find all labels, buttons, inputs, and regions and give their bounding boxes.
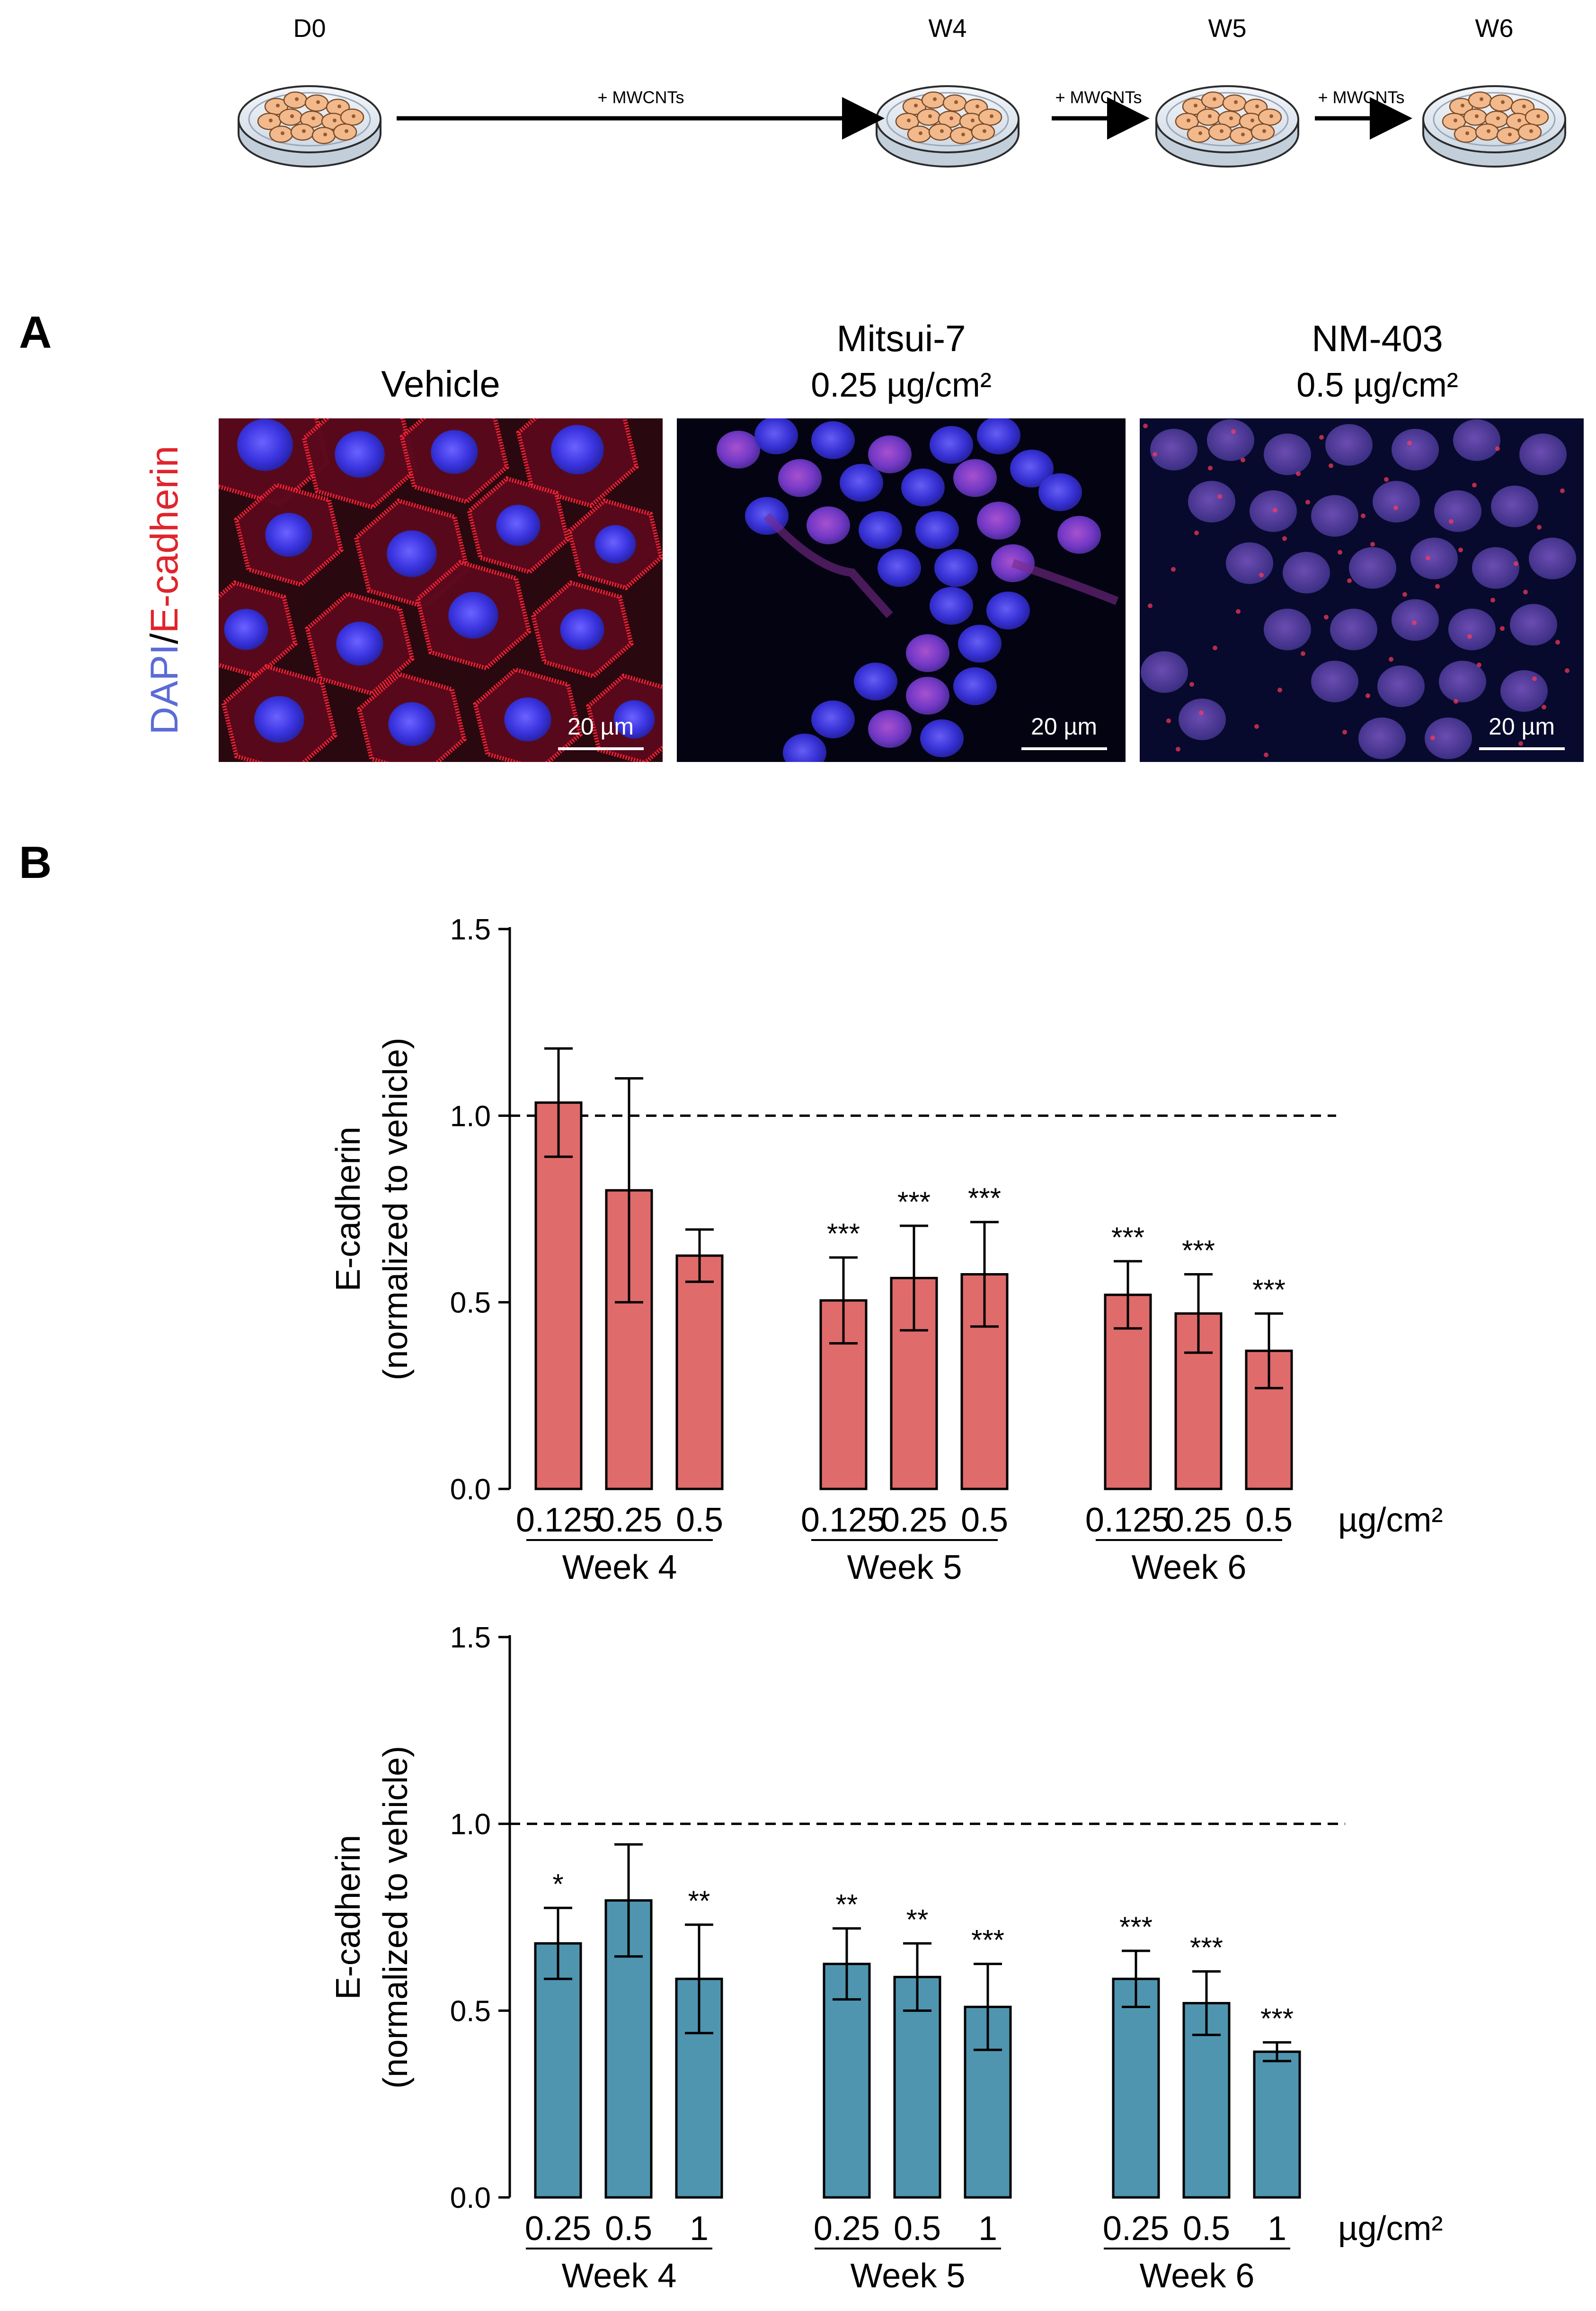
x-tick-label: 0.5	[605, 2210, 652, 2248]
group-label: Week 5	[851, 2257, 966, 2295]
arrow-label: + MWCNTs	[1055, 88, 1142, 107]
x-tick-label: 0.25	[881, 1501, 947, 1539]
y-axis-label: E-cadherin (normalized to vehicle)	[329, 1746, 415, 2089]
x-tick-label: 0.125	[516, 1501, 601, 1539]
group-label: Week 6	[1140, 2257, 1255, 2295]
x-tick-label: 1	[978, 2210, 997, 2248]
bar	[675, 1254, 724, 1490]
group-label: Week 6	[1132, 1549, 1247, 1586]
stain-label: DAPI/E-cadherin	[143, 446, 186, 735]
x-tick-label: 1	[1268, 2210, 1286, 2248]
bar	[534, 1101, 583, 1490]
petri-dish-icon	[1155, 85, 1299, 168]
image-subtitle-nm403: 0.5 µg/cm²	[1296, 366, 1458, 404]
x-tick-label: 0.5	[1183, 2210, 1230, 2248]
petri-dish-icon	[238, 85, 381, 168]
panel-b-letter: B	[19, 837, 52, 888]
significance-label: ***	[1190, 1931, 1223, 1963]
y-tick-label: 0.0	[450, 1473, 491, 1506]
petri-dish-icon	[876, 85, 1020, 168]
unit-label: µg/cm²	[1338, 1501, 1443, 1539]
timeline: D0 W4 W5 W6 + MWCNTs + MWCNTs + MWCNTs	[238, 14, 1566, 168]
panel-a-letter: A	[19, 307, 52, 358]
image-subtitle-mitsui: 0.25 µg/cm²	[811, 366, 992, 404]
stage-label: W5	[1208, 14, 1247, 43]
x-tick-label: 1	[690, 2210, 709, 2248]
bar	[1112, 1977, 1160, 2199]
stage-label: D0	[293, 14, 326, 43]
x-tick-label: 0.25	[814, 2210, 880, 2248]
significance-label: **	[836, 1889, 858, 1921]
scale-bar-label: 20 µm	[1489, 713, 1555, 740]
y-tick-label: 1.5	[450, 1621, 491, 1654]
significance-label: **	[688, 1885, 710, 1917]
significance-label: ***	[1252, 1274, 1286, 1305]
chart-blue: 0.0 0.5 1.0 1.5 E-cadherin (normalized to veh…	[329, 1621, 1443, 2295]
x-tick-label: 0.125	[1085, 1501, 1170, 1539]
scale-bar-nm-403: 20 µm	[1479, 713, 1565, 750]
significance-label: ***	[971, 1924, 1004, 1956]
stain-label-dapi: DAPI	[143, 644, 186, 735]
significance-label: ***	[968, 1182, 1001, 1214]
stain-label-ecad: E-cadherin	[143, 446, 186, 634]
stage-label: W6	[1475, 14, 1514, 43]
image-title-vehicle: Vehicle	[381, 363, 500, 405]
significance-label: ***	[1260, 2002, 1294, 2034]
x-tick-label: 0.5	[676, 1501, 723, 1539]
stage-label: W4	[929, 14, 967, 43]
y-axis-label: E-cadherin (normalized to vehicle)	[329, 1037, 415, 1380]
unit-label: µg/cm²	[1338, 2210, 1443, 2248]
y-tick-label: 1.5	[450, 913, 491, 946]
group-label: Week 4	[562, 1549, 677, 1586]
x-tick-label: 0.5	[1245, 1501, 1293, 1539]
image-title-mitsui: Mitsui-7	[836, 318, 966, 359]
image-title-nm403: NM-403	[1312, 318, 1443, 359]
significance-label: ***	[1182, 1235, 1215, 1266]
y-tick-label: 1.0	[450, 1808, 491, 1841]
x-tick-label: 0.25	[1165, 1501, 1232, 1539]
micrograph-mitsui-7	[677, 418, 1126, 762]
significance-label: ***	[827, 1218, 860, 1249]
micrograph-vehicle	[219, 418, 663, 762]
x-tick-label: 0.25	[525, 2210, 591, 2248]
stain-label-sep: /	[143, 633, 186, 644]
significance-label: *	[552, 1868, 563, 1900]
significance-label: ***	[1119, 1911, 1153, 1943]
micrograph-nm-403	[1140, 418, 1584, 762]
arrow-label: + MWCNTs	[598, 88, 684, 107]
x-tick-label: 0.5	[894, 2210, 941, 2248]
bar	[1253, 2050, 1301, 2199]
scale-bar-label: 20 µm	[567, 713, 634, 740]
x-tick-label: 0.5	[961, 1501, 1008, 1539]
chart-red: 0.0 0.5 1.0 1.5 E-cadherin (normalized to veh…	[329, 913, 1443, 1586]
significance-label: **	[906, 1904, 929, 1935]
x-tick-label: 0.25	[596, 1501, 662, 1539]
bar	[534, 1942, 582, 2199]
arrow-label: + MWCNTs	[1318, 88, 1405, 107]
x-tick-label: 0.25	[1103, 2210, 1169, 2248]
significance-label: ***	[897, 1186, 931, 1218]
scale-bar-vehicle: 20 µm	[558, 713, 644, 750]
significance-label: ***	[1111, 1222, 1144, 1253]
group-label: Week 4	[562, 2257, 677, 2295]
y-tick-label: 0.5	[450, 1995, 491, 2028]
x-tick-label: 0.125	[801, 1501, 886, 1539]
scale-bar-label: 20 µm	[1031, 713, 1097, 740]
bar	[893, 1975, 941, 2199]
group-label: Week 5	[847, 1549, 962, 1586]
bar	[823, 1963, 871, 2199]
y-tick-label: 0.0	[450, 2182, 491, 2214]
petri-dish-icon	[1422, 85, 1566, 168]
scale-bar-mitsui-7: 20 µm	[1021, 713, 1107, 750]
y-tick-label: 0.5	[450, 1287, 491, 1319]
y-tick-label: 1.0	[450, 1100, 491, 1133]
